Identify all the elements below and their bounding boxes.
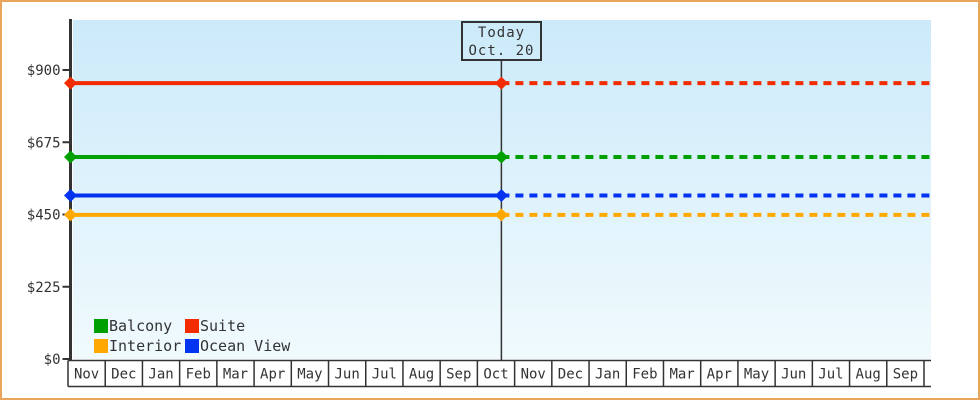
month-label: Jul <box>818 367 843 383</box>
legend-item-interior: Interior <box>94 336 185 356</box>
month-label: Feb <box>186 367 211 383</box>
month-label: Jan <box>595 367 620 383</box>
y-tick-label: $225 <box>27 280 61 296</box>
series-start-marker-interior <box>64 208 77 222</box>
series-start-marker-balcony <box>64 150 77 164</box>
legend-item-balcony: Balcony <box>94 316 185 336</box>
month-label: Apr <box>260 367 285 383</box>
month-label: Sep <box>446 367 471 383</box>
suite-color-swatch <box>185 319 199 333</box>
month-label: Jun <box>334 367 359 383</box>
legend-label-ocean-view: Ocean View <box>200 337 291 355</box>
y-tick-label: $675 <box>27 135 61 151</box>
month-label: May <box>744 367 769 383</box>
legend-item-suite: Suite <box>185 316 290 336</box>
series-today-marker-interior <box>494 208 508 222</box>
y-tick-label: $0 <box>44 352 61 368</box>
month-label: Aug <box>409 367 434 383</box>
month-label: Dec <box>111 367 136 383</box>
month-label: Aug <box>856 367 881 383</box>
legend-label-balcony: Balcony <box>109 317 173 335</box>
today-annotation: Today Oct. 20 <box>461 21 542 61</box>
interior-color-swatch <box>94 339 108 353</box>
today-date: Oct. 20 <box>468 43 535 59</box>
month-label: Nov <box>521 367 546 383</box>
y-tick-label: $450 <box>27 208 61 224</box>
month-label: Dec <box>558 367 583 383</box>
series-today-marker-ocean-view <box>494 189 508 203</box>
month-label: Apr <box>707 367 732 383</box>
legend: Balcony Suite Interior Ocean View <box>94 316 290 356</box>
ocean-view-color-swatch <box>185 339 199 353</box>
month-label: Feb <box>632 367 657 383</box>
month-label: May <box>297 367 322 383</box>
month-label: Mar <box>223 367 248 383</box>
month-label: Sep <box>893 367 918 383</box>
series-start-marker-ocean-view <box>64 189 77 203</box>
month-label: Oct <box>483 367 508 383</box>
month-label: Jun <box>781 367 806 383</box>
series-start-marker-suite <box>64 76 77 90</box>
series-today-marker-balcony <box>494 150 508 164</box>
balcony-color-swatch <box>94 319 108 333</box>
month-label: Jan <box>148 367 173 383</box>
month-label: Nov <box>74 367 99 383</box>
month-label: Mar <box>669 367 694 383</box>
y-tick-label: $900 <box>27 63 61 79</box>
legend-item-ocean-view: Ocean View <box>185 336 290 356</box>
legend-label-interior: Interior <box>109 337 182 355</box>
series-today-marker-suite <box>494 76 508 90</box>
legend-label-suite: Suite <box>200 317 246 335</box>
month-label: Jul <box>372 367 397 383</box>
today-label: Today <box>477 25 526 41</box>
